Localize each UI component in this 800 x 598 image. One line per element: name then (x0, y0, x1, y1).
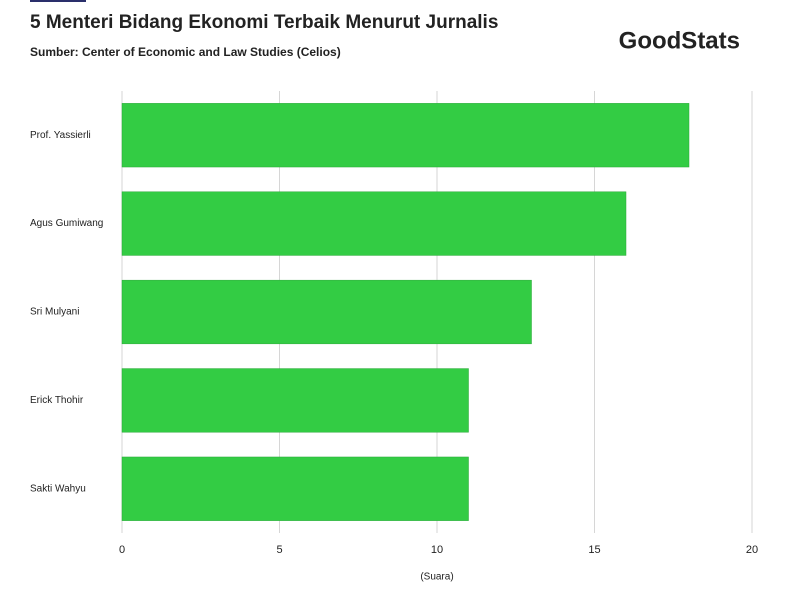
bar (121, 456, 469, 521)
x-tick-label: 20 (746, 544, 758, 556)
y-tick-label: Sakti Wahyu (30, 483, 86, 494)
y-tick-label: Prof. Yassierli (30, 130, 91, 141)
x-tick-label: 15 (588, 544, 600, 556)
y-tick-label: Sri Mulyani (30, 307, 79, 318)
bar (121, 191, 627, 256)
x-axis-label: (Suara) (420, 572, 453, 583)
x-tick-label: 5 (276, 544, 282, 556)
y-tick-label: Erick Thohir (30, 395, 84, 406)
bar (121, 368, 469, 433)
accent-bar (30, 0, 86, 2)
chart-title: 5 Menteri Bidang Ekonomi Terbaik Menurut… (30, 12, 498, 33)
x-tick-label: 0 (119, 544, 125, 556)
logo: GoodStats (619, 27, 740, 54)
x-tick-label: 10 (431, 544, 443, 556)
bar (121, 279, 532, 345)
bar (121, 103, 690, 168)
y-tick-label: Agus Gumiwang (30, 218, 103, 229)
chart-subtitle: Sumber: Center of Economic and Law Studi… (30, 45, 341, 59)
